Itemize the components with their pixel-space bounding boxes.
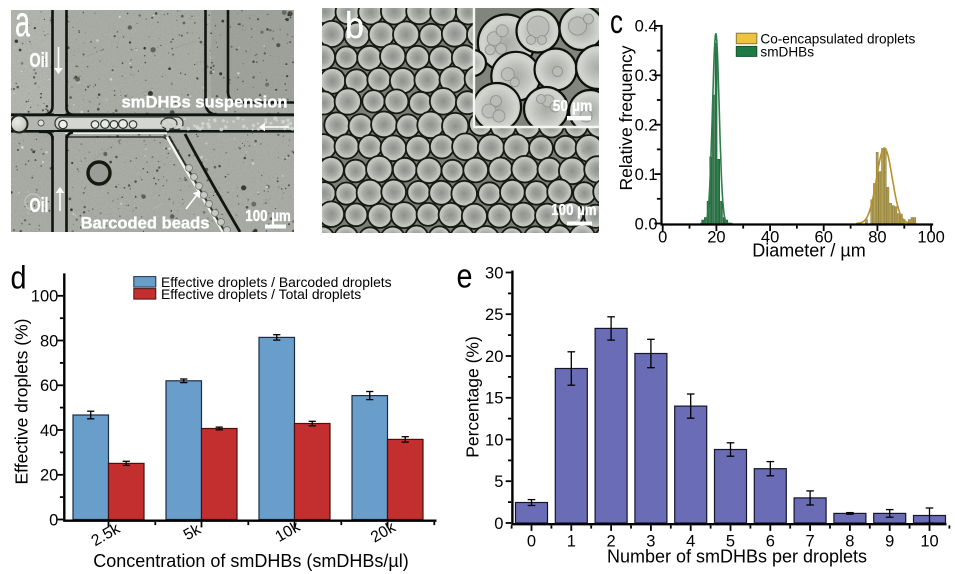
svg-text:0: 0	[49, 511, 58, 529]
svg-text:20: 20	[707, 229, 725, 247]
svg-text:100: 100	[917, 229, 945, 247]
svg-text:Effective droplets / Barcoded: Effective droplets / Barcoded droplets	[161, 274, 392, 290]
svg-text:d: d	[11, 260, 27, 296]
svg-text:a: a	[15, 10, 30, 46]
svg-text:b: b	[345, 8, 364, 46]
svg-text:100 µm: 100 µm	[551, 202, 596, 219]
svg-text:9: 9	[885, 533, 894, 551]
svg-text:Co-encapsulated droplets: Co-encapsulated droplets	[760, 31, 915, 46]
svg-text:0.0: 0.0	[635, 215, 658, 233]
svg-text:25: 25	[485, 306, 503, 324]
svg-text:20k: 20k	[368, 519, 399, 547]
svg-text:0.2: 0.2	[635, 117, 658, 135]
svg-text:0.4: 0.4	[635, 18, 658, 36]
svg-text:0.3: 0.3	[635, 67, 658, 85]
svg-text:Barcoded beads: Barcoded beads	[81, 214, 210, 233]
svg-text:smDHBs: smDHBs	[760, 44, 814, 59]
svg-text:Diameter / µm: Diameter / µm	[752, 241, 865, 261]
svg-text:5k: 5k	[181, 521, 204, 544]
svg-text:100 µm: 100 µm	[245, 208, 290, 225]
svg-text:5: 5	[494, 473, 503, 491]
svg-text:3: 3	[646, 533, 655, 551]
svg-text:Relative frequency: Relative frequency	[616, 45, 636, 190]
svg-text:2: 2	[607, 533, 616, 551]
svg-text:Oil: Oil	[30, 195, 49, 217]
svg-text:0: 0	[658, 229, 667, 247]
svg-text:8: 8	[845, 533, 854, 551]
svg-text:0.1: 0.1	[635, 166, 658, 184]
svg-text:0: 0	[494, 515, 503, 533]
svg-text:80: 80	[868, 229, 886, 247]
svg-text:0: 0	[527, 533, 536, 551]
svg-text:6: 6	[766, 533, 775, 551]
svg-text:30: 30	[485, 264, 503, 282]
svg-text:Percentage (%): Percentage (%)	[463, 336, 483, 458]
svg-text:1: 1	[567, 533, 576, 551]
svg-text:40: 40	[40, 422, 58, 440]
svg-text:40: 40	[761, 229, 779, 247]
svg-text:Number of smDHBs per droplets: Number of smDHBs per droplets	[607, 547, 867, 567]
svg-text:10k: 10k	[272, 518, 303, 546]
svg-text:80: 80	[40, 332, 58, 350]
svg-text:60: 60	[40, 377, 58, 395]
svg-text:4: 4	[686, 533, 695, 551]
svg-text:50 µm: 50 µm	[553, 98, 593, 115]
svg-text:10: 10	[485, 431, 503, 449]
svg-text:2.5k: 2.5k	[89, 520, 123, 550]
svg-text:5: 5	[726, 533, 735, 551]
svg-text:60: 60	[815, 229, 833, 247]
svg-text:Oil: Oil	[30, 50, 49, 72]
svg-text:15: 15	[485, 390, 503, 408]
svg-text:Concentration of smDHBs (smDHB: Concentration of smDHBs (smDHBs/µl)	[93, 551, 408, 571]
svg-text:20: 20	[40, 467, 58, 485]
svg-text:Effective droplets (%): Effective droplets (%)	[12, 319, 32, 485]
svg-text:Effective droplets / Total dro: Effective droplets / Total droplets	[161, 286, 361, 302]
svg-text:smDHBs suspension: smDHBs suspension	[122, 93, 288, 112]
svg-text:7: 7	[806, 533, 815, 551]
svg-text:100: 100	[31, 288, 59, 306]
svg-text:10: 10	[920, 533, 938, 551]
svg-text:20: 20	[485, 348, 503, 366]
svg-text:c: c	[610, 4, 623, 41]
svg-text:e: e	[457, 258, 473, 296]
